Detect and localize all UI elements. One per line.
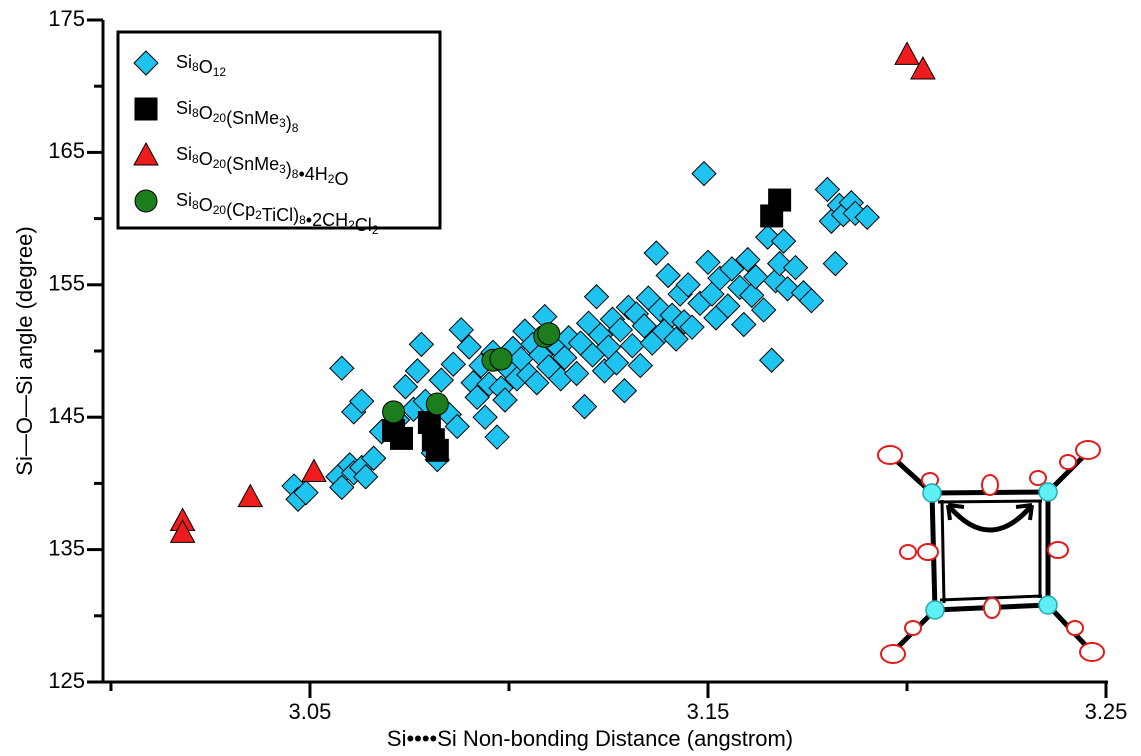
point: [644, 241, 668, 265]
point: [732, 313, 756, 337]
page: {"chart_data": {"type": "scatter", "x_la…: [0, 0, 1141, 756]
x-tick-label: 3.05: [289, 699, 332, 724]
point: [760, 348, 784, 372]
point: [238, 485, 262, 507]
point: [409, 332, 433, 356]
point: [823, 252, 847, 276]
point: [302, 459, 326, 481]
point: [330, 356, 354, 380]
point: [895, 42, 919, 64]
point: [490, 348, 512, 370]
chart: Si••••Si Non-bonding Distance (angstrom)…: [0, 0, 1141, 756]
point: [426, 439, 448, 461]
point: [135, 98, 157, 120]
y-tick-label: 165: [48, 138, 85, 163]
point: [692, 162, 716, 186]
y-tick-label: 135: [48, 535, 85, 560]
point: [612, 379, 636, 403]
x-tick-label: 3.15: [687, 699, 730, 724]
point: [426, 393, 448, 415]
point: [769, 189, 791, 211]
point: [538, 323, 560, 345]
point: [135, 190, 157, 212]
x-axis-title: Si••••Si Non-bonding Distance (angstrom): [387, 726, 793, 751]
y-tick-label: 125: [48, 668, 85, 693]
point: [585, 285, 609, 309]
x-tick-label: 3.25: [1085, 699, 1128, 724]
y-tick-label: 175: [48, 6, 85, 31]
y-axis-title: Si—O—Si angle (degree): [12, 226, 37, 475]
y-tick-label: 155: [48, 271, 85, 296]
point: [485, 425, 509, 449]
point: [573, 395, 597, 419]
point: [391, 427, 413, 449]
y-tick-label: 145: [48, 403, 85, 428]
point: [383, 401, 405, 423]
